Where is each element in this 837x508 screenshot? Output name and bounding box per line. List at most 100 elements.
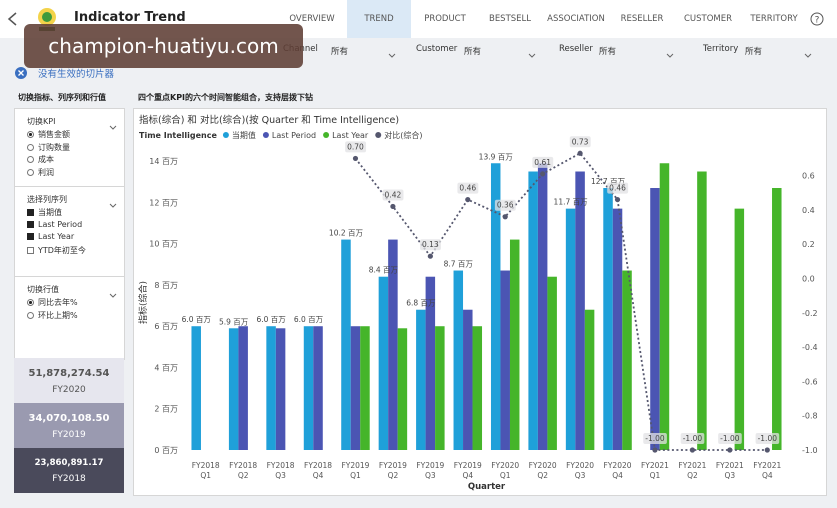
x-tick-label: FY2018 xyxy=(192,461,220,470)
slicer-option[interactable]: Last Period xyxy=(27,220,82,229)
slicer: 切换KPI 销售金额订购数量 成本利润 xyxy=(15,109,125,186)
x-tick-label: Q2 xyxy=(537,471,548,480)
x-tick-label: Q3 xyxy=(725,471,736,480)
nav-tab[interactable]: TERRITORY xyxy=(750,14,798,24)
nav-tab[interactable]: RESELLER xyxy=(620,14,664,24)
x-tick-label: Q3 xyxy=(425,471,436,480)
kpi-card: 34,070,108.50 FY2019 xyxy=(14,403,124,448)
x-tick-label: FY2021 xyxy=(753,461,781,470)
option-label: Last Year xyxy=(38,232,75,241)
slicer-option[interactable]: 利润 xyxy=(27,167,54,178)
label-background xyxy=(755,433,780,444)
checkbox[interactable] xyxy=(27,220,34,228)
slicer-option[interactable]: 同比去年% xyxy=(27,297,78,308)
line-marker xyxy=(577,150,583,156)
line-marker xyxy=(352,155,359,162)
slicer-option[interactable]: 当期值 xyxy=(27,207,62,218)
x-tick-label: FY2021 xyxy=(641,461,669,470)
bar xyxy=(228,328,239,450)
radio[interactable] xyxy=(27,143,34,151)
radio[interactable] xyxy=(27,156,34,163)
bar xyxy=(397,328,408,450)
nav-tab[interactable]: TREND xyxy=(347,0,411,38)
option-label: 当期值 xyxy=(38,208,62,217)
x-tick-label: FY2018 xyxy=(304,461,332,470)
x-tick-label: FY2018 xyxy=(267,461,295,470)
filter-label: Customer xyxy=(416,44,458,54)
filter-label: Reseller xyxy=(559,44,593,54)
filter-dropdown[interactable]: 所有 xyxy=(599,47,617,57)
slicer-title: 切换行值 xyxy=(27,285,59,294)
line-value-label: 0.13 xyxy=(422,240,439,249)
x-tick-label: FY2018 xyxy=(229,461,257,470)
bar xyxy=(463,309,473,450)
filter-dropdown[interactable]: 所有 xyxy=(331,47,349,57)
bar-value-label: 11.7 百万 xyxy=(554,198,589,207)
bar-value-label: 13.9 百万 xyxy=(479,152,514,161)
slicer: 选择列序列 当期值 Last Period Last Year YTD年初至今 xyxy=(15,186,125,277)
dropdown-chevron xyxy=(804,45,812,58)
filter-dropdown[interactable]: 所有 xyxy=(464,47,482,57)
line-marker xyxy=(764,447,770,453)
nav-tab[interactable]: ASSOCIATION xyxy=(547,14,605,24)
dropdown-chevron xyxy=(528,45,536,58)
bar xyxy=(238,326,248,450)
bar xyxy=(360,326,370,450)
chart-title: 指标(综合) 和 对比(综合)(按 Quarter 和 Time Intelli… xyxy=(139,114,399,126)
checkbox[interactable] xyxy=(27,233,34,240)
checkbox[interactable] xyxy=(27,246,34,254)
y2-tick-label: 0.6 xyxy=(802,172,815,181)
bar xyxy=(313,326,323,450)
slicer-option[interactable]: 成本 xyxy=(27,154,54,165)
nav-tab[interactable]: CUSTOMER xyxy=(683,14,733,24)
help-icon[interactable]: ? xyxy=(810,12,824,26)
legend-label: Last Year xyxy=(332,131,369,140)
x-tick-label: Q4 xyxy=(462,471,473,480)
radio[interactable] xyxy=(27,131,34,138)
checkbox[interactable] xyxy=(27,209,34,216)
line-marker xyxy=(727,447,733,453)
radio[interactable] xyxy=(27,168,34,176)
slicer-chevron xyxy=(109,117,117,130)
card-value: 51,878,274.54 xyxy=(28,368,110,379)
bar xyxy=(537,163,548,450)
slicer-option[interactable]: 订购数量 xyxy=(27,142,70,153)
bar xyxy=(341,239,351,450)
bar xyxy=(528,171,538,451)
clear-icon[interactable] xyxy=(14,66,28,80)
slicer-option[interactable]: 环比上期% xyxy=(27,310,78,321)
radio[interactable] xyxy=(27,311,34,319)
line-value-label: -1.00 xyxy=(645,434,665,443)
nav-tab[interactable]: OVERVIEW xyxy=(289,14,335,24)
y2-tick-label: -0.4 xyxy=(802,343,818,352)
card-label: FY2018 xyxy=(52,474,86,484)
x-tick-label: Q2 xyxy=(687,471,698,480)
left-heading: 切换指标、列序列和行值 xyxy=(18,93,106,102)
back-button[interactable] xyxy=(6,12,20,26)
bar-value-label: 6.0 百万 xyxy=(294,315,324,324)
x-tick-label: FY2020 xyxy=(491,461,519,470)
bar-value-label: 8.7 百万 xyxy=(444,260,474,269)
x-tick-label: Q1 xyxy=(350,471,361,480)
x-tick-label: FY2021 xyxy=(678,461,706,470)
bar-value-label: 6.8 百万 xyxy=(406,299,436,308)
radio[interactable] xyxy=(27,299,34,306)
bar-value-label: 12.7 百万 xyxy=(591,177,626,186)
legend-label: 对比(综合) xyxy=(384,130,422,140)
option-label: 利润 xyxy=(38,167,54,177)
slicer-option[interactable]: 销售金额 xyxy=(27,129,70,140)
slicer-option[interactable]: Last Year xyxy=(27,232,74,241)
x-tick-label: FY2020 xyxy=(604,461,632,470)
nav-tab[interactable]: BESTSELL xyxy=(488,14,532,24)
bar-value-label: 6.0 百万 xyxy=(182,315,212,324)
filter-dropdown[interactable]: 所有 xyxy=(745,47,763,57)
line-value-label: -1.00 xyxy=(683,434,703,443)
slicer-title: 切换KPI xyxy=(27,117,56,126)
line-marker xyxy=(652,447,658,453)
card-label: FY2020 xyxy=(52,385,86,395)
nav-tab[interactable]: PRODUCT xyxy=(424,14,466,24)
slicer-option[interactable]: YTD年初至今 xyxy=(27,245,86,256)
bar xyxy=(416,309,426,450)
dropdown-chevron xyxy=(388,45,396,58)
